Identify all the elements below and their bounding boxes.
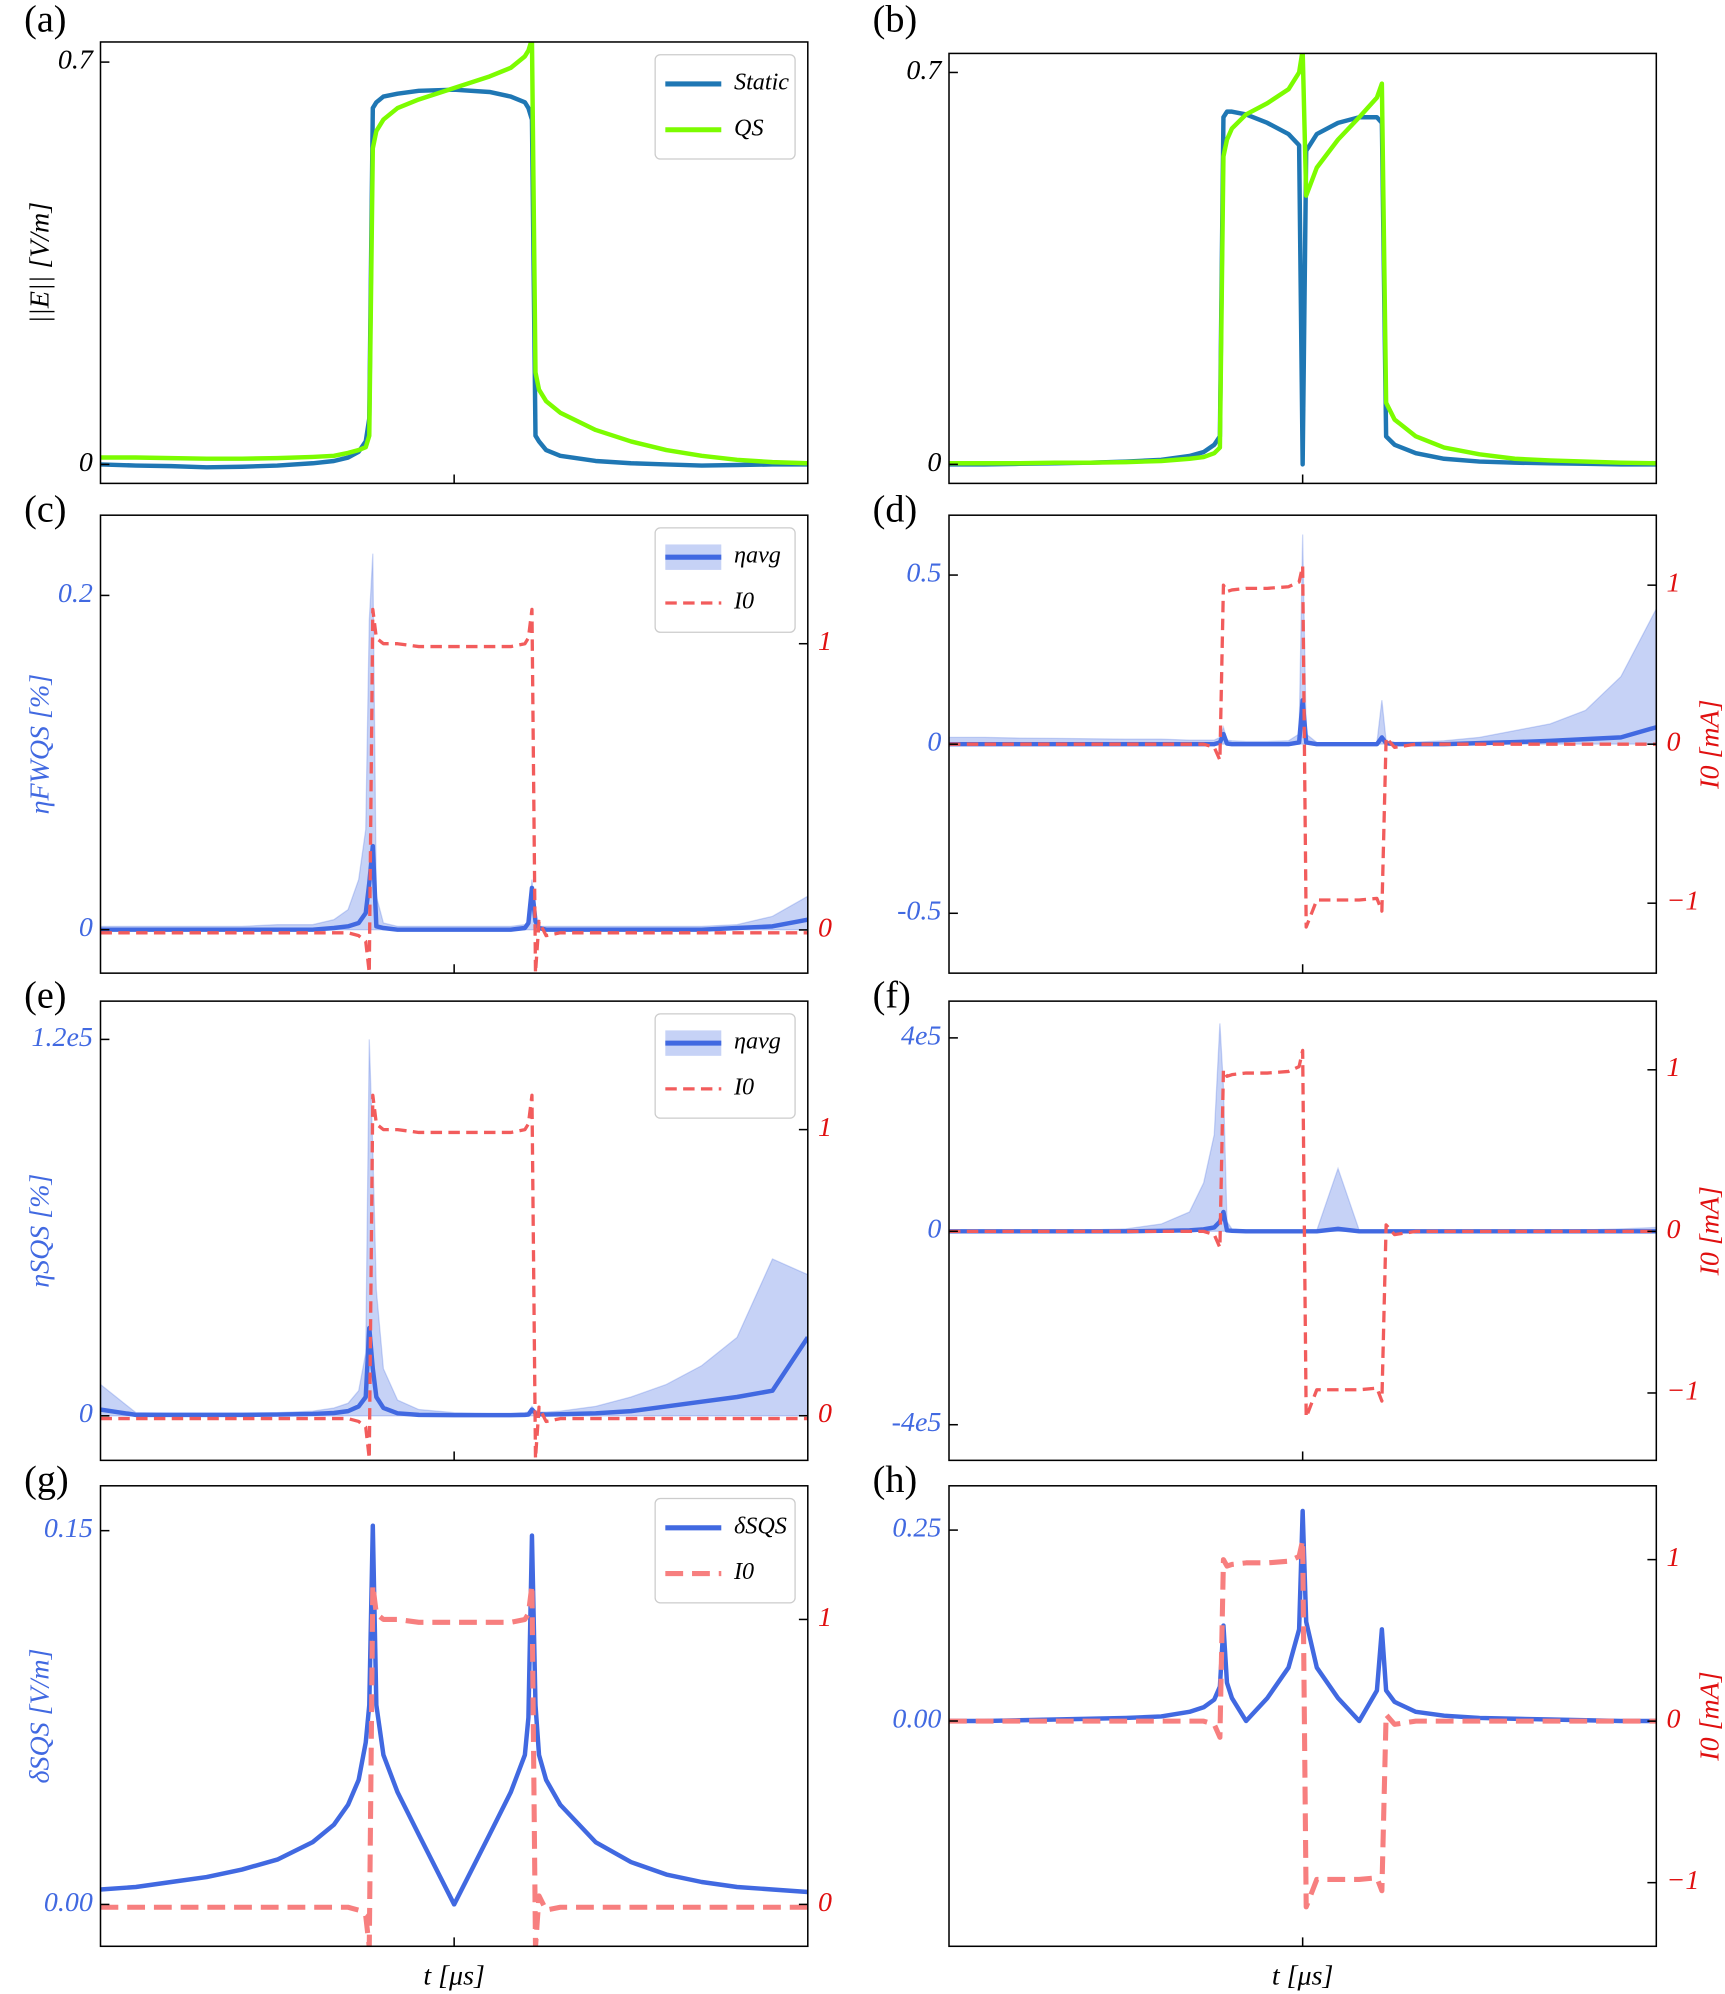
panel-label: (h) bbox=[873, 1459, 918, 1501]
y-tick-label: 1.2e5 bbox=[32, 1022, 93, 1053]
dashed-line bbox=[949, 564, 1657, 929]
data-line bbox=[949, 53, 1657, 466]
plot-area bbox=[949, 1508, 1657, 1910]
y-tick-label: 0.7 bbox=[906, 55, 942, 86]
plot-area bbox=[949, 534, 1657, 929]
y2-axis-label: I0 [mA] bbox=[1695, 1186, 1725, 1276]
plot-area bbox=[100, 1523, 808, 1947]
y-tick-label: 0 bbox=[79, 447, 93, 478]
y2-tick-label: 0 bbox=[818, 912, 832, 943]
y-tick-label: 4e5 bbox=[901, 1020, 941, 1051]
y2-tick-label: 0 bbox=[818, 1887, 832, 1918]
plot-area bbox=[100, 41, 808, 470]
y2-tick-label: 1 bbox=[1666, 568, 1680, 599]
legend-label: I0 bbox=[733, 1073, 754, 1100]
legend-box bbox=[654, 1013, 796, 1119]
legend-label: ηavg bbox=[734, 1028, 781, 1055]
legend-label: I0 bbox=[733, 588, 754, 615]
dashed-line bbox=[100, 607, 808, 974]
y2-axis-label: I0 [mA] bbox=[1695, 700, 1725, 790]
data-line bbox=[100, 1523, 808, 1907]
y-tick-label: 0 bbox=[927, 727, 941, 758]
dashed-line bbox=[100, 1093, 808, 1461]
y2-tick-label: 1 bbox=[818, 1602, 832, 1633]
y2-tick-label: −1 bbox=[1666, 1865, 1699, 1896]
y2-tick-label: 1 bbox=[1666, 1052, 1680, 1083]
y-tick-label: 0 bbox=[927, 1214, 941, 1245]
legend-box bbox=[654, 54, 796, 160]
y-tick-label: -0.5 bbox=[897, 896, 941, 927]
legend-label: δSQS bbox=[734, 1512, 787, 1539]
panel-label: (e) bbox=[24, 974, 66, 1016]
data-line bbox=[100, 1325, 808, 1418]
y-tick-label: 0.25 bbox=[892, 1513, 941, 1544]
y2-tick-label: 1 bbox=[1666, 1542, 1680, 1573]
y-tick-label: 0.2 bbox=[58, 578, 93, 609]
legend-label: ηavg bbox=[734, 542, 781, 569]
y2-tick-label: 1 bbox=[818, 626, 832, 657]
y-tick-label: 0.00 bbox=[44, 1887, 93, 1918]
dashed-line bbox=[949, 1537, 1657, 1910]
y-tick-label: 0.15 bbox=[44, 1513, 93, 1544]
panel-label: (g) bbox=[24, 1459, 69, 1501]
data-line bbox=[949, 1508, 1657, 1724]
band-area bbox=[100, 553, 808, 931]
panel-label: (a) bbox=[24, 0, 66, 41]
plot-area bbox=[100, 1039, 808, 1461]
dashed-line bbox=[100, 1582, 808, 1947]
y-axis-label: δSQS [V/m] bbox=[24, 1649, 55, 1784]
y2-tick-label: 0 bbox=[1666, 727, 1680, 758]
y-tick-label: 0.00 bbox=[892, 1703, 941, 1734]
data-line bbox=[100, 843, 808, 932]
panel-label: (d) bbox=[873, 488, 918, 530]
y-tick-label: -4e5 bbox=[892, 1407, 942, 1438]
data-line bbox=[100, 87, 808, 470]
legend-box bbox=[654, 1497, 796, 1604]
y2-tick-label: 0 bbox=[1666, 1704, 1680, 1735]
y-tick-label: 0.7 bbox=[58, 45, 94, 76]
plot-area bbox=[949, 53, 1657, 467]
y2-tick-label: 0 bbox=[1666, 1214, 1680, 1245]
y-axis-label: ||E|| [V/m] bbox=[24, 202, 55, 324]
plot-area bbox=[100, 553, 808, 974]
y2-tick-label: −1 bbox=[1666, 886, 1699, 917]
panel-label: (b) bbox=[873, 0, 918, 41]
legend-box bbox=[654, 527, 796, 633]
legend-label: QS bbox=[734, 114, 764, 141]
panel-label: (c) bbox=[24, 488, 66, 530]
plot-area bbox=[949, 1023, 1657, 1419]
x-axis-label: t [μs] bbox=[423, 1961, 484, 1992]
y-tick-label: 0 bbox=[927, 447, 941, 478]
y2-tick-label: −1 bbox=[1666, 1375, 1699, 1406]
y2-axis-label: I0 [mA] bbox=[1695, 1671, 1725, 1761]
x-axis-label: t [μs] bbox=[1272, 1961, 1333, 1992]
dashed-line bbox=[949, 1048, 1657, 1419]
y-axis-label: ηFWQS [%] bbox=[24, 674, 55, 814]
data-line bbox=[949, 109, 1657, 467]
y-tick-label: 0 bbox=[79, 1398, 93, 1429]
y2-tick-label: 1 bbox=[818, 1112, 832, 1143]
y-tick-label: 0.5 bbox=[906, 557, 941, 588]
y2-tick-label: 0 bbox=[818, 1398, 832, 1429]
panel-label: (f) bbox=[873, 974, 911, 1016]
legend-label: I0 bbox=[733, 1558, 754, 1585]
data-line bbox=[100, 41, 808, 466]
y-tick-label: 0 bbox=[79, 912, 93, 943]
y-axis-label: ηSQS [%] bbox=[24, 1174, 55, 1288]
legend-label: Static bbox=[734, 69, 789, 96]
